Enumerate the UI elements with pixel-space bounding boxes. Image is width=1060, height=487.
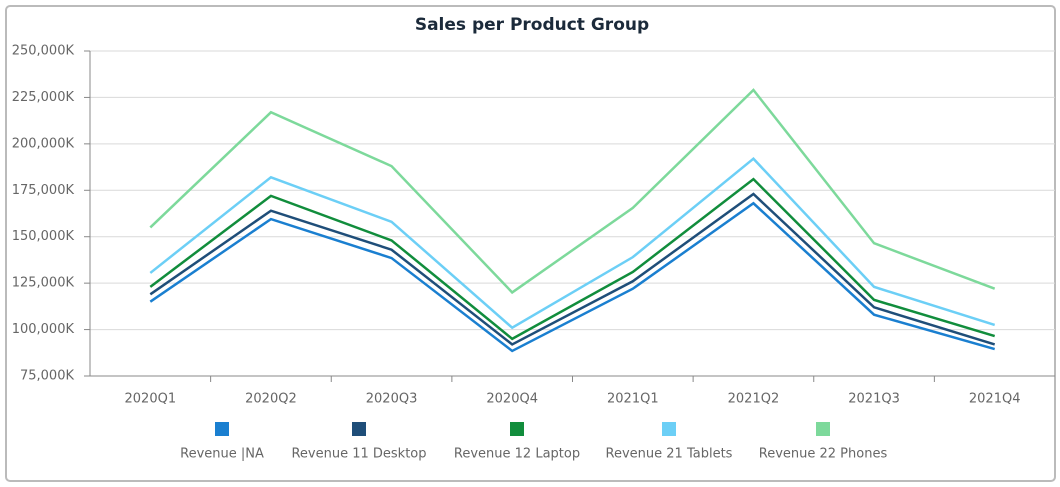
- legend-label: Revenue 11 Desktop: [291, 447, 426, 462]
- y-tick-label: 250,000K: [12, 44, 75, 59]
- series-line: [149, 201, 996, 353]
- x-tick-label: 2021Q3: [848, 392, 900, 407]
- y-tick-label: 100,000K: [12, 322, 75, 337]
- legend-swatch: [352, 422, 366, 436]
- series-line: [149, 88, 996, 295]
- y-tick-label: 175,000K: [12, 183, 75, 198]
- y-tick-label: 225,000K: [12, 90, 75, 105]
- legend-label: Revenue |NA: [180, 447, 264, 462]
- y-tick-label: 200,000K: [12, 136, 75, 151]
- legend-swatch: [510, 422, 524, 436]
- legend-label: Revenue 12 Laptop: [454, 447, 580, 462]
- x-tick-label: 2020Q2: [245, 392, 297, 407]
- x-tick-label: 2021Q4: [969, 392, 1021, 407]
- x-tick-label: 2020Q3: [366, 392, 418, 407]
- x-tick-label: 2021Q2: [728, 392, 780, 407]
- series-line: [149, 192, 996, 346]
- series-line: [149, 157, 996, 330]
- y-tick-label: 125,000K: [12, 276, 75, 291]
- chart-frame: [5, 5, 1056, 482]
- legend-swatch: [662, 422, 676, 436]
- legend-swatch: [215, 422, 229, 436]
- series-line: [149, 177, 996, 341]
- chart-title: Sales per Product Group: [415, 15, 649, 35]
- y-tick-label: 75,000K: [20, 369, 74, 384]
- x-tick-label: 2021Q1: [607, 392, 659, 407]
- legend-label: Revenue 21 Tablets: [606, 447, 733, 462]
- x-tick-label: 2020Q1: [125, 392, 177, 407]
- legend-label: Revenue 22 Phones: [759, 447, 888, 462]
- x-tick-label: 2020Q4: [486, 392, 538, 407]
- y-tick-label: 150,000K: [12, 229, 75, 244]
- legend-swatch: [816, 422, 830, 436]
